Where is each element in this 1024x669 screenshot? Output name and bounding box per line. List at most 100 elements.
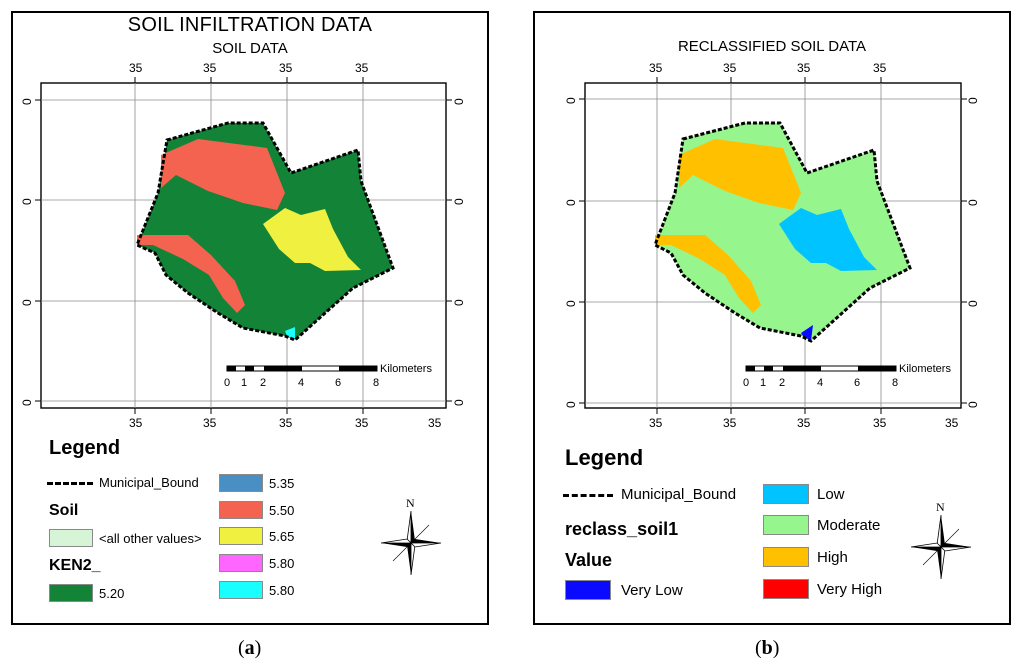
- reclass-map-frame: 35 35 35 35 35 35 35 35 35 0 0 0 0 0 0 0…: [564, 61, 980, 430]
- class-very-low: [801, 325, 813, 341]
- legend-item-label: 5.35: [269, 476, 295, 491]
- boundary-line-symbol: [563, 494, 613, 497]
- right-tick-label: 0: [966, 199, 980, 206]
- legend-title: Legend: [565, 445, 644, 470]
- legend-item-label: Very High: [817, 581, 883, 598]
- left-tick-label: 0: [20, 98, 34, 105]
- soil-zone-5-65: [263, 208, 361, 271]
- bottom-tick-label: 35: [649, 416, 663, 430]
- left-tick-label: 0: [564, 97, 578, 104]
- scale-label: 1: [760, 377, 766, 389]
- scale-label: 0: [224, 377, 230, 389]
- right-tick-label: 0: [966, 401, 980, 408]
- svg-text:N: N: [406, 496, 415, 510]
- left-tick-label: 0: [564, 199, 578, 206]
- svg-text:N: N: [936, 500, 945, 514]
- scale-label: 2: [260, 377, 266, 389]
- bottom-tick-label: 35: [797, 416, 811, 430]
- bottom-tick-label: 35: [279, 416, 293, 430]
- legend-swatch: [763, 484, 809, 504]
- legend-item-label: Low: [817, 486, 845, 503]
- class-high: [679, 139, 801, 210]
- legend-item-label: Moderate: [817, 517, 881, 534]
- soil-polygons: [135, 121, 395, 342]
- scale-label: 0: [743, 377, 749, 389]
- legend-boundary-label: Municipal_Bound: [99, 475, 199, 490]
- north-arrow-icon: N: [910, 500, 972, 580]
- scale-unit: Kilometers: [380, 363, 432, 375]
- legend-swatch: [565, 580, 611, 600]
- legend-field-heading: KEN2_: [49, 557, 101, 574]
- legend-swatch: [763, 515, 809, 535]
- bottom-tick-label: 35: [873, 416, 887, 430]
- scale-label: 4: [298, 377, 304, 389]
- soil-zone-5-50: [161, 139, 285, 210]
- legend-swatch: [763, 579, 809, 599]
- top-tick-label: 35: [797, 61, 811, 75]
- right-tick-label: 0: [966, 97, 980, 104]
- soil-map-frame: 35 35 35 35 35 35 35 35 35 0 0 0 0 0 0 0…: [20, 61, 466, 430]
- scale-bar: Kilometers 0 1 2 4 6 8: [743, 363, 951, 389]
- map-subtitle: SOIL DATA: [212, 40, 288, 57]
- legend-item-label: 5.65: [269, 529, 295, 544]
- right-tick-label: 0: [966, 300, 980, 307]
- bottom-tick-label: 35: [945, 416, 959, 430]
- legend-value-heading: Value: [565, 550, 613, 570]
- legend-swatch-other: [49, 529, 93, 547]
- boundary-line-symbol: [47, 482, 93, 485]
- caption-a: (a): [238, 637, 262, 659]
- left-tick-label: 0: [564, 300, 578, 307]
- north-arrow-icon: N: [380, 496, 442, 576]
- scale-label: 4: [817, 377, 823, 389]
- legend-item-label: 5.80: [269, 583, 295, 598]
- right-tick-label: 0: [452, 299, 466, 306]
- map-title: RECLASSIFIED SOIL DATA: [677, 38, 867, 55]
- scale-unit: Kilometers: [899, 363, 951, 375]
- scale-label: 6: [335, 377, 341, 389]
- legend-swatch: [763, 547, 809, 567]
- legend-boundary-label: Municipal_Bound: [621, 486, 737, 503]
- class-low: [779, 208, 877, 271]
- bottom-tick-label: 35: [355, 416, 369, 430]
- map-panel-reclassified-soil: RECLASSIFIED SOIL DATA 35 35 35 35 35: [533, 11, 1011, 625]
- top-tick-label: 35: [355, 61, 369, 75]
- legend-title: Legend: [49, 437, 121, 459]
- legend-item-label: High: [817, 549, 848, 566]
- scale-label: 8: [892, 377, 898, 389]
- caption-b: (b): [755, 637, 780, 659]
- top-tick-label: 35: [873, 61, 887, 75]
- legend-other-values-label: <all other values>: [99, 531, 202, 546]
- municipal-boundary: [135, 121, 395, 342]
- legend-item-label: Very Low: [621, 582, 683, 599]
- map-panel-soil-data: SOIL INFILTRATION DATA SOIL DATA: [11, 11, 489, 625]
- bottom-tick-label: 35: [723, 416, 737, 430]
- scale-label: 8: [373, 377, 379, 389]
- map-title: SOIL INFILTRATION DATA: [127, 14, 373, 36]
- legend-swatch: [219, 474, 263, 492]
- legend-item-label: 5.20: [99, 586, 125, 601]
- top-tick-label: 35: [723, 61, 737, 75]
- legend-item-label: 5.80: [269, 556, 295, 571]
- top-tick-label: 35: [129, 61, 143, 75]
- scale-label: 1: [241, 377, 247, 389]
- top-tick-label: 35: [279, 61, 293, 75]
- municipal-boundary: [653, 121, 912, 343]
- legend-swatch: [49, 584, 93, 602]
- class-high: [655, 235, 761, 313]
- top-tick-label: 35: [203, 61, 217, 75]
- soil-zone-5-80: [285, 327, 295, 340]
- right-tick-label: 0: [452, 98, 466, 105]
- legend-field-heading: reclass_soil1: [565, 519, 679, 539]
- soil-zone-5-50: [137, 235, 245, 313]
- right-tick-label: 0: [452, 399, 466, 406]
- legend-swatch: [219, 581, 263, 599]
- right-tick-label: 0: [452, 198, 466, 205]
- scale-label: 6: [854, 377, 860, 389]
- bottom-tick-label: 35: [203, 416, 217, 430]
- reclass-polygons: [653, 121, 912, 343]
- scale-bar: Kilometers 0 1 2 4 6 8: [224, 363, 432, 389]
- legend-swatch: [219, 554, 263, 572]
- top-tick-label: 35: [649, 61, 663, 75]
- left-tick-label: 0: [20, 198, 34, 205]
- legend-soil-heading: Soil: [49, 502, 79, 519]
